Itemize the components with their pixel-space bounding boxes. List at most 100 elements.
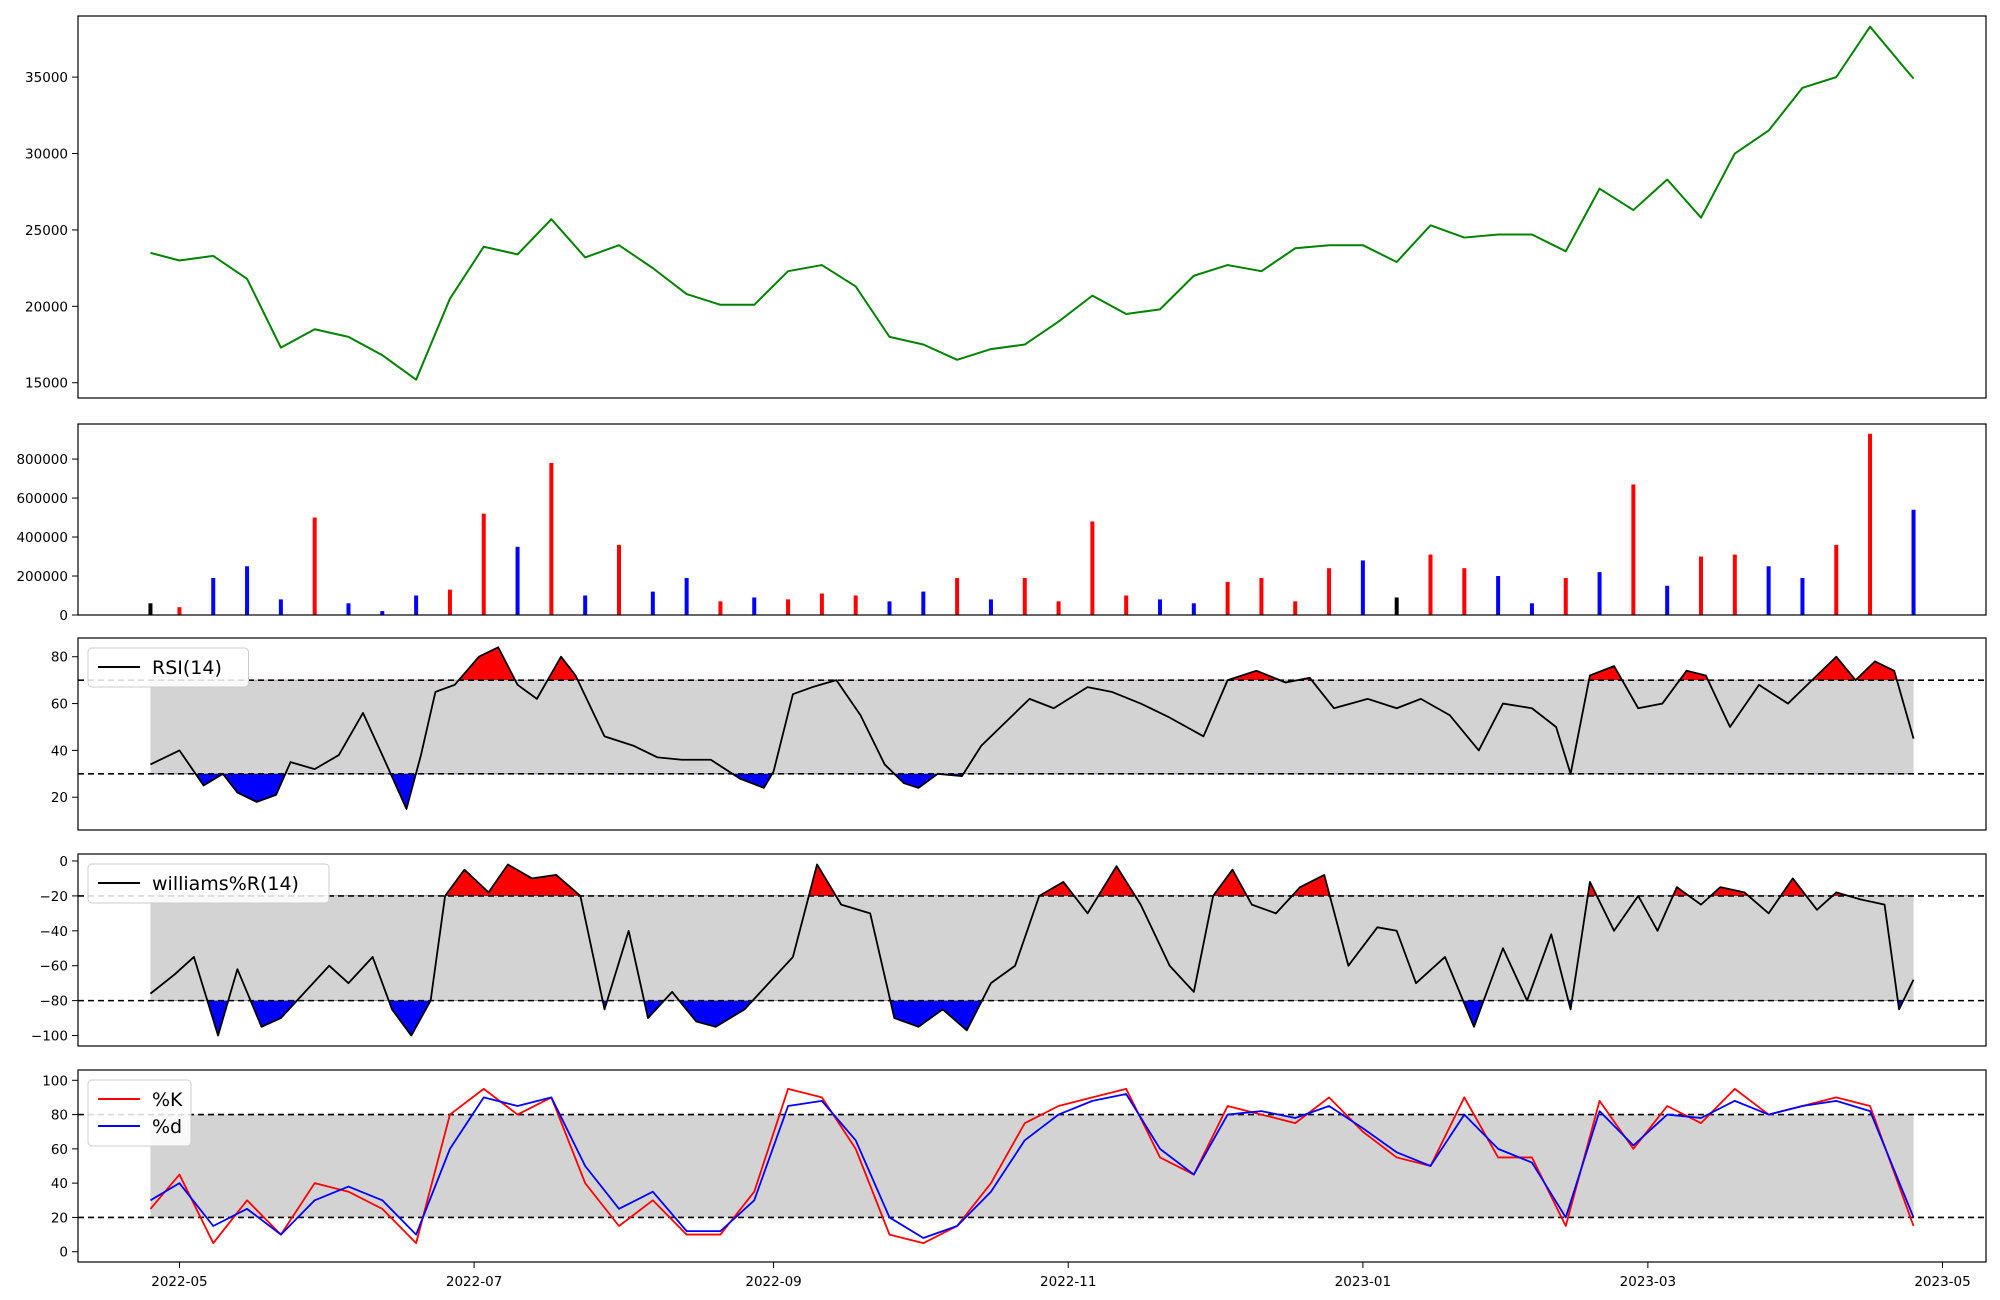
volume-bar (1191, 603, 1196, 615)
volume-bar (1360, 560, 1365, 615)
price-line (150, 25, 1915, 381)
legend-box (87, 647, 249, 688)
y-tick-label: 400000 (16, 530, 68, 546)
volume-bar (346, 603, 351, 615)
panel-2-frame (77, 423, 1987, 616)
legend: RSI(14) (87, 647, 249, 688)
y-tick-label: −100 (31, 1029, 68, 1045)
volume-bar (684, 577, 689, 615)
panel-4-band-group (150, 863, 1914, 1037)
y-tick-label: 100 (42, 1073, 68, 1089)
y-tick-label: 80 (51, 1108, 68, 1124)
panel-3-axes: 20 40 60 80 (51, 637, 1987, 831)
volume-bar (1225, 581, 1230, 615)
volume-bar (617, 544, 621, 615)
y-tick-label: −60 (40, 959, 69, 975)
volume-bar (853, 595, 858, 615)
volume-bar (718, 601, 723, 615)
volume-bar (1428, 554, 1433, 615)
stoch-d-line (150, 1093, 1915, 1239)
panel-1-frame (77, 15, 1987, 399)
volume-bar (1800, 577, 1805, 615)
volume-bar (887, 601, 892, 615)
volume-bar (515, 546, 520, 615)
y-tick-label: 200000 (16, 569, 68, 585)
y-tick-label: 30000 (25, 147, 68, 163)
legend-box (87, 1079, 192, 1147)
volume-bar (1090, 521, 1095, 615)
williams-line (149, 863, 1915, 1037)
volume-bar (278, 599, 283, 615)
y-tick-label: 20000 (25, 299, 68, 315)
panel-2-axes: 0 200000 400000 600000 800000 (16, 423, 1987, 624)
legend: %K %d (87, 1079, 192, 1147)
legend-label: RSI(14) (152, 657, 222, 679)
volume-bar (1124, 595, 1129, 615)
panel-5-frame (77, 1069, 1987, 1263)
volume-bar (177, 607, 182, 615)
volume-bar (583, 595, 588, 615)
neutral-band (150, 895, 1914, 1001)
y-tick-label: −80 (40, 994, 69, 1010)
panel-1-axes: 15000 20000 25000 30000 35000 (25, 15, 1987, 399)
volume-bar (245, 566, 250, 615)
y-tick-label: 800000 (16, 452, 68, 468)
x-tick-label: 2023-01 (1335, 1274, 1391, 1290)
volume-bar (1259, 577, 1264, 615)
volume-bar (1563, 577, 1568, 615)
volume-bar (1732, 554, 1737, 615)
volume-bar (752, 597, 757, 615)
legend: williams%R(14) (87, 863, 330, 904)
stoch-k-line (149, 1087, 1915, 1245)
rsi-line (150, 646, 1915, 810)
y-tick-label: 40 (51, 743, 68, 759)
volume-bar (1327, 568, 1332, 615)
volume-bar (211, 577, 216, 615)
volume-bar (1834, 544, 1839, 615)
legend-label: %K (152, 1089, 183, 1111)
y-tick-label: 25000 (25, 223, 68, 239)
volume-bar (1022, 577, 1027, 615)
volume-bar (1665, 585, 1670, 615)
volume-bar (1766, 566, 1771, 615)
neutral-band (150, 680, 1914, 774)
legend-label: %d (152, 1116, 182, 1138)
volume-bar (1911, 509, 1916, 615)
volume-bar (955, 577, 960, 615)
legend-box (87, 863, 330, 904)
x-tick-label: 2022-09 (745, 1274, 801, 1290)
panel-3-frame (77, 637, 1987, 831)
volume-bar (786, 599, 791, 615)
volume-bars (148, 433, 1916, 615)
volume-bar (1158, 599, 1163, 615)
legend-label: williams%R(14) (152, 873, 299, 895)
volume-bar (312, 517, 317, 615)
x-tick-label: 2022-11 (1040, 1274, 1096, 1290)
volume-bar (1597, 572, 1602, 615)
volume-bar (819, 593, 824, 615)
y-tick-label: 600000 (16, 491, 68, 507)
volume-bar (1631, 484, 1636, 615)
panel-5-axes: 0 20 40 60 80 100 (42, 1069, 1987, 1263)
y-tick-label: 20 (51, 790, 68, 806)
volume-bar (1496, 576, 1501, 615)
volume-bar (414, 595, 419, 615)
y-tick-label: 15000 (25, 376, 68, 392)
panel-4-axes: 0 −20 −40 −60 −80 −100 (31, 853, 1987, 1047)
volume-bar (1394, 597, 1399, 615)
volume-bar (148, 603, 153, 615)
x-tick-label: 2022-07 (446, 1274, 502, 1290)
volume-bar (380, 611, 385, 615)
volume-bar (1293, 601, 1298, 615)
y-tick-label: 60 (51, 1142, 68, 1158)
volume-bar (1462, 568, 1467, 615)
y-tick-label: −40 (40, 924, 69, 940)
y-tick-label: 0 (59, 854, 68, 870)
x-tick-label: 2022-05 (151, 1274, 207, 1290)
y-tick-label: −20 (40, 889, 69, 905)
y-tick-label: 40 (51, 1176, 68, 1192)
panel-3-band-group (150, 646, 1914, 810)
volume-bar (1699, 556, 1704, 615)
y-tick-label: 0 (59, 1245, 68, 1261)
